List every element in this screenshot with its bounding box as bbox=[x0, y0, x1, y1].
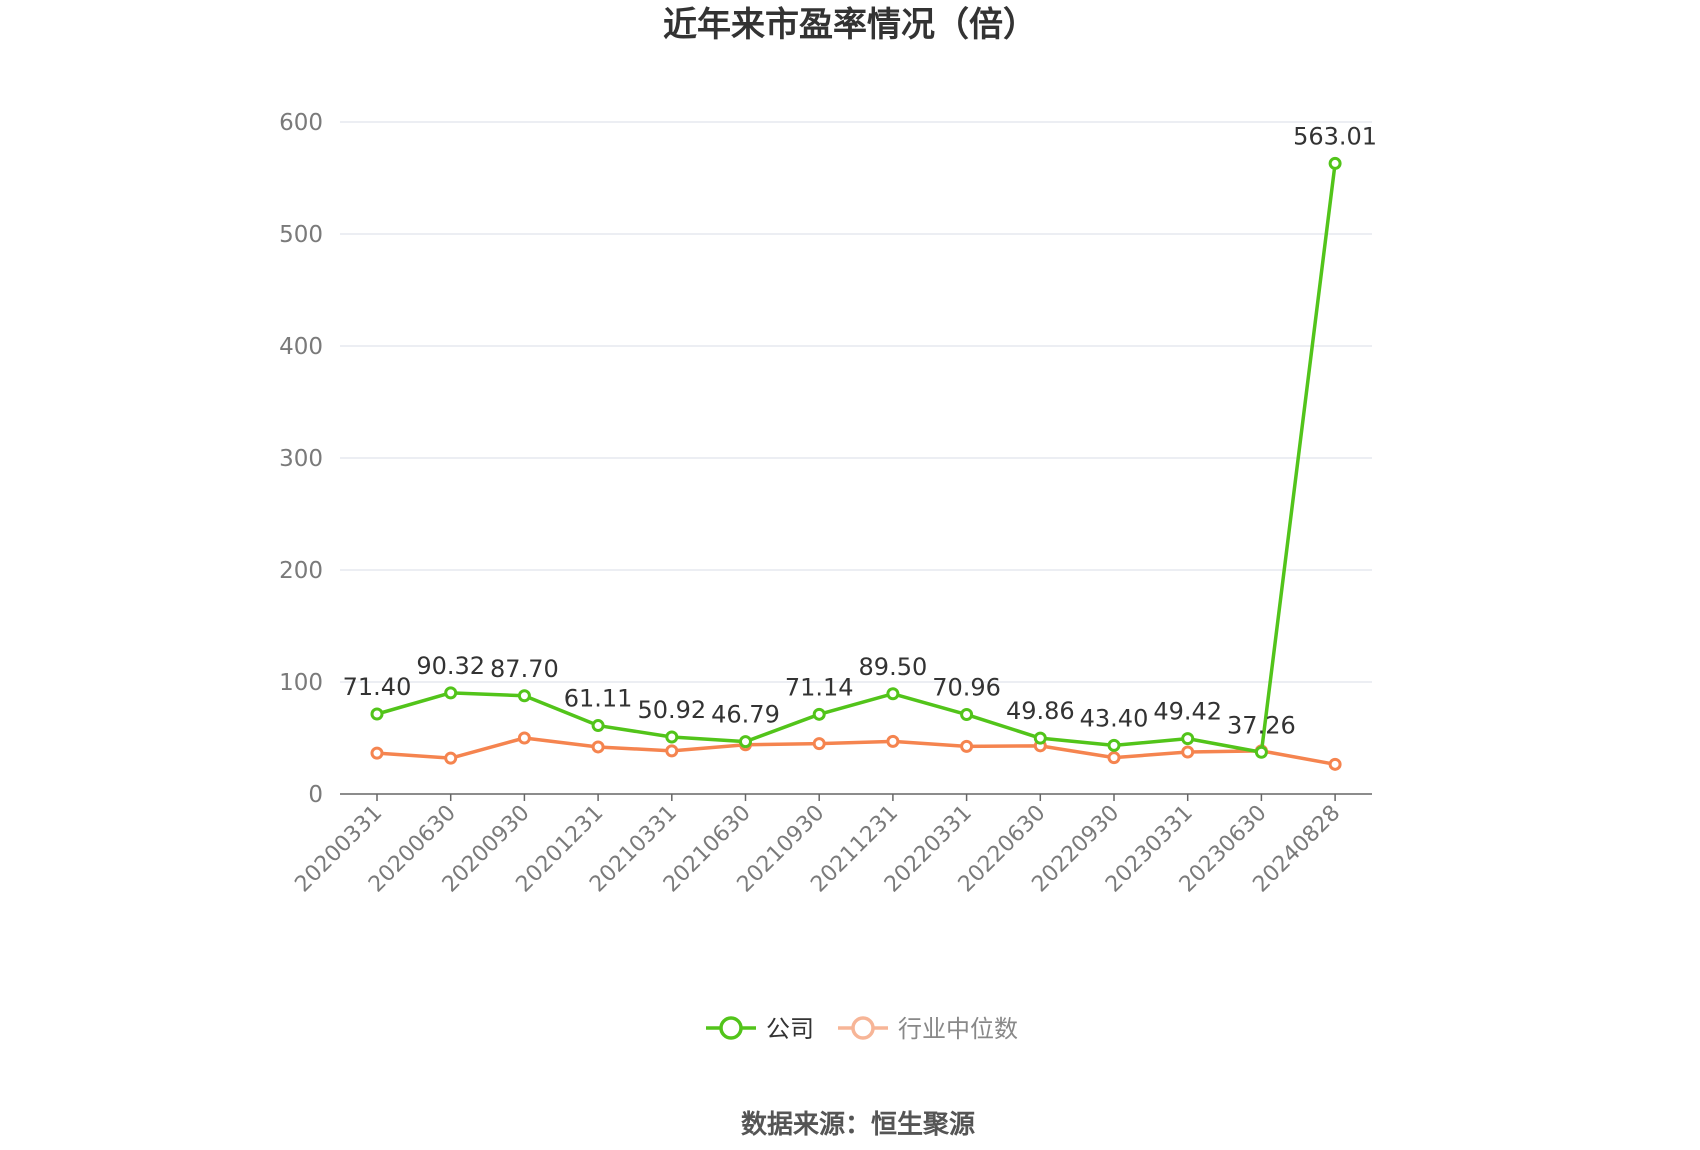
grid-layer bbox=[340, 121, 1372, 683]
x-axis: 2020033120200630202009302020123120210331… bbox=[290, 793, 1372, 897]
y-tick-label: 400 bbox=[279, 334, 323, 360]
company-data-point[interactable] bbox=[1328, 156, 1342, 170]
company-data-label: 37.26 bbox=[1227, 711, 1296, 739]
y-axis: 0 100 200 300 400 500 600 bbox=[279, 110, 323, 808]
y-tick-label: 500 bbox=[279, 222, 323, 248]
y-tick-label: 0 bbox=[308, 782, 323, 808]
company-data-label: 49.86 bbox=[1006, 697, 1075, 725]
y-tick-label: 300 bbox=[279, 446, 323, 472]
industry-median-data-point[interactable] bbox=[665, 744, 679, 758]
industry-median-series-line bbox=[376, 736, 1336, 767]
company-data-point[interactable] bbox=[960, 708, 974, 722]
company-data-label: 90.32 bbox=[416, 652, 485, 680]
series-layer bbox=[370, 156, 1342, 771]
industry-median-data-point[interactable] bbox=[1181, 745, 1195, 759]
y-tick-label: 100 bbox=[279, 670, 323, 696]
legend-label: 行业中位数 bbox=[898, 1015, 1018, 1043]
industry-median-data-point[interactable] bbox=[591, 740, 605, 754]
industry-median-data-point[interactable] bbox=[960, 739, 974, 753]
company-data-point[interactable] bbox=[1254, 745, 1268, 759]
legend-item-company[interactable]: 公司 bbox=[706, 1015, 814, 1043]
legend: 公司 行业中位数 bbox=[706, 1015, 1018, 1043]
company-data-point[interactable] bbox=[517, 689, 531, 703]
legend-marker-icon bbox=[719, 1016, 743, 1040]
industry-median-data-point[interactable] bbox=[444, 751, 458, 765]
y-tick-label: 600 bbox=[279, 110, 323, 136]
legend-marker-icon bbox=[851, 1016, 875, 1040]
industry-median-data-point[interactable] bbox=[517, 731, 531, 745]
company-data-point[interactable] bbox=[591, 719, 605, 733]
company-data-point[interactable] bbox=[739, 735, 752, 749]
company-data-point[interactable] bbox=[444, 686, 458, 700]
company-data-point[interactable] bbox=[886, 687, 900, 701]
company-data-point[interactable] bbox=[665, 730, 679, 744]
company-data-label: 61.11 bbox=[564, 685, 633, 713]
legend-label: 公司 bbox=[766, 1015, 814, 1043]
company-data-label: 89.50 bbox=[859, 653, 928, 681]
company-data-label: 46.79 bbox=[711, 701, 780, 729]
industry-median-data-point[interactable] bbox=[1107, 751, 1121, 765]
industry-median-data-point[interactable] bbox=[370, 746, 384, 760]
company-series-line bbox=[376, 163, 1337, 755]
company-data-label: 87.70 bbox=[490, 655, 559, 683]
chart-title: 近年来市盈率情况（倍） bbox=[663, 5, 1037, 45]
company-data-point[interactable] bbox=[812, 707, 826, 721]
company-data-point[interactable] bbox=[1033, 731, 1047, 745]
company-data-point[interactable] bbox=[370, 707, 384, 721]
industry-median-data-point[interactable] bbox=[886, 734, 900, 748]
y-tick-label: 200 bbox=[279, 558, 323, 584]
company-data-point[interactable] bbox=[1181, 732, 1195, 746]
company-data-label: 50.92 bbox=[637, 696, 706, 724]
company-data-point[interactable] bbox=[1107, 738, 1121, 752]
data-source-text: 数据来源：恒生聚源 bbox=[741, 1110, 975, 1140]
company-data-label: 71.40 bbox=[343, 673, 412, 701]
company-data-label: 563.01 bbox=[1293, 122, 1377, 150]
industry-median-data-point[interactable] bbox=[1328, 757, 1342, 771]
company-data-label: 71.14 bbox=[785, 673, 854, 701]
company-data-label: 70.96 bbox=[932, 674, 1001, 702]
company-data-label: 49.42 bbox=[1153, 698, 1222, 726]
industry-median-data-point[interactable] bbox=[812, 737, 826, 751]
legend-item-industry-median[interactable]: 行业中位数 bbox=[838, 1015, 1018, 1043]
company-data-label: 43.40 bbox=[1080, 704, 1149, 732]
